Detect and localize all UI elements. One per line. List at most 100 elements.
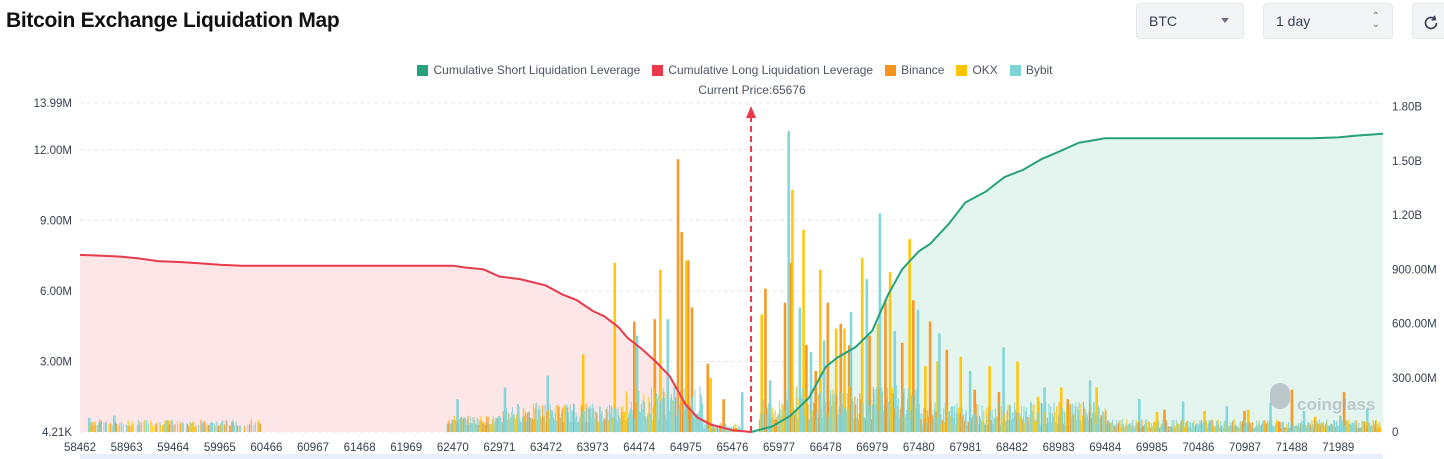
bar-minor xyxy=(118,426,120,432)
bar-minor xyxy=(1282,421,1285,432)
legend-item[interactable]: Cumulative Short Liquidation Leverage xyxy=(417,63,640,77)
bar-minor xyxy=(1343,427,1345,432)
bar-minor xyxy=(737,426,740,432)
bar-minor xyxy=(103,422,105,432)
bar-minor xyxy=(641,408,643,432)
bar-minor xyxy=(936,417,938,432)
bar-minor xyxy=(448,420,450,432)
bar-minor xyxy=(784,410,786,432)
bar-bybit xyxy=(1269,402,1272,432)
bar-minor xyxy=(1146,419,1148,432)
zoom-slider[interactable] xyxy=(80,454,1383,459)
bar-minor xyxy=(781,402,783,432)
bar-minor xyxy=(1056,406,1058,432)
bar-minor xyxy=(841,404,843,432)
bar-minor xyxy=(897,398,899,432)
bar-bybit xyxy=(968,370,972,432)
chevron-down-icon xyxy=(1221,18,1229,23)
bar-minor xyxy=(1157,420,1159,432)
bar-minor xyxy=(1030,401,1032,432)
bar-minor xyxy=(1064,412,1066,432)
bar-minor xyxy=(1128,423,1130,432)
time-range-select[interactable]: 1 day ⌃ ⌄ xyxy=(1263,3,1393,39)
bar-minor xyxy=(1106,423,1108,432)
bar-minor xyxy=(1053,402,1055,432)
legend-item[interactable]: OKX xyxy=(956,63,998,77)
bar-minor xyxy=(485,416,488,432)
bar-minor xyxy=(938,408,940,432)
legend-item[interactable]: Binance xyxy=(885,63,944,77)
bar-minor xyxy=(156,422,158,432)
bar-minor xyxy=(483,423,485,432)
bar-minor xyxy=(1214,426,1216,432)
coinglass-watermark: coinglass xyxy=(1270,383,1375,414)
bar-minor xyxy=(912,397,914,432)
legend-item[interactable]: Cumulative Long Liquidation Leverage xyxy=(652,63,873,77)
bar-minor xyxy=(1095,414,1097,432)
bar-minor xyxy=(548,418,550,432)
bar-minor xyxy=(1373,421,1375,432)
bar-minor xyxy=(908,404,910,432)
bar-minor xyxy=(1371,425,1373,432)
bar-minor xyxy=(464,416,466,432)
bar-okx xyxy=(876,323,880,432)
bar-minor xyxy=(694,389,696,432)
bar-minor xyxy=(455,423,457,432)
bar-minor xyxy=(1275,422,1277,432)
bar-minor xyxy=(856,398,858,432)
bar-minor xyxy=(686,406,688,432)
bar-minor xyxy=(959,413,961,432)
bar-minor xyxy=(1248,421,1250,432)
bar-minor xyxy=(951,405,953,432)
legend-item[interactable]: Bybit xyxy=(1009,63,1053,77)
bar-minor xyxy=(1342,420,1344,432)
bar-minor xyxy=(565,403,567,432)
bar-minor xyxy=(810,412,812,432)
bar-minor xyxy=(917,395,920,432)
bar-minor xyxy=(1298,426,1300,432)
bar-bybit xyxy=(893,330,897,432)
bar-minor xyxy=(98,421,100,432)
bar-minor xyxy=(1228,425,1230,432)
bar-minor xyxy=(507,412,509,432)
bar-minor xyxy=(126,426,128,432)
bar-minor xyxy=(465,424,467,432)
bar-bybit xyxy=(822,340,826,432)
bar-minor xyxy=(1188,421,1190,432)
bar-minor xyxy=(1307,422,1309,432)
bar-minor xyxy=(490,423,493,432)
bar-minor xyxy=(1151,425,1153,432)
x-tick-label: 62470 xyxy=(437,442,469,454)
bar-minor xyxy=(639,412,642,432)
coin-select[interactable]: BTC xyxy=(1136,3,1244,39)
bar-minor xyxy=(1277,420,1279,432)
bar-minor xyxy=(1271,420,1273,432)
bar-minor xyxy=(495,417,497,432)
bar-minor xyxy=(825,414,827,432)
bar-minor xyxy=(627,417,629,432)
bar-minor xyxy=(258,419,260,432)
bar-minor xyxy=(1172,427,1174,432)
bar-minor xyxy=(969,408,971,432)
bar-minor xyxy=(1348,419,1350,432)
bar-minor xyxy=(1184,422,1187,432)
bar-minor xyxy=(1279,421,1281,432)
bar-minor xyxy=(734,423,736,432)
bar-minor xyxy=(821,418,823,432)
bar-minor xyxy=(1076,406,1079,432)
bar-binance xyxy=(783,302,787,432)
bar-minor xyxy=(547,419,549,432)
bar-minor xyxy=(1361,420,1363,432)
refresh-button[interactable] xyxy=(1412,3,1444,39)
bar-minor xyxy=(165,419,167,432)
bar-bybit xyxy=(546,375,550,432)
bar-minor xyxy=(966,424,968,432)
bar-minor xyxy=(845,411,848,432)
bar-minor xyxy=(446,423,448,432)
bar-minor xyxy=(1083,406,1085,432)
bar-minor xyxy=(1328,425,1331,432)
bar-minor xyxy=(514,417,516,432)
bar-minor xyxy=(560,414,562,432)
bar-minor xyxy=(536,403,538,432)
bar-minor xyxy=(1179,424,1181,432)
